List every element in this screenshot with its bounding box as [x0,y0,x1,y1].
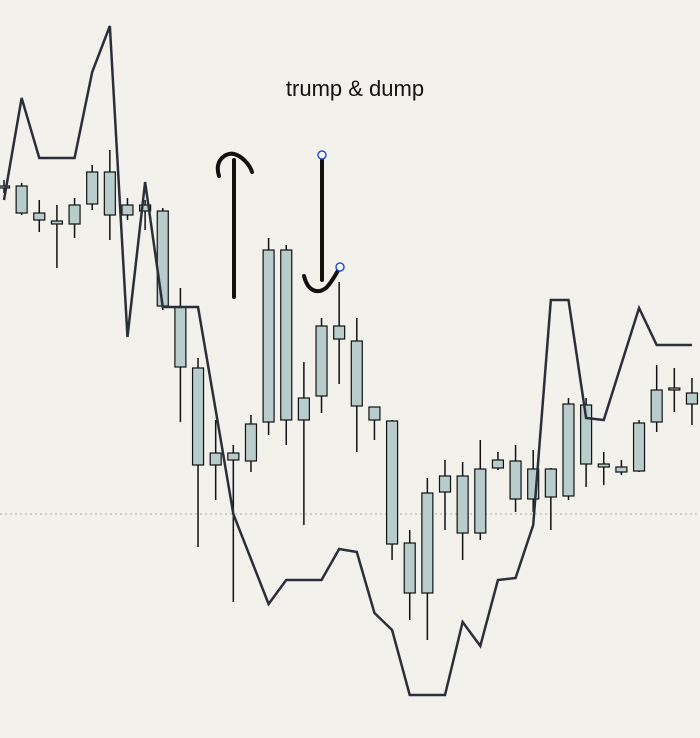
candle-body [244,423,258,462]
handle[interactable] [335,262,345,272]
candle-body [227,452,240,461]
candle-body [685,392,699,405]
candle-body [438,475,452,493]
candle-body [385,420,399,545]
candle-body [562,403,575,497]
candle-body [121,204,134,216]
candle-body [209,452,222,466]
candle-body [333,325,346,340]
candle-body [615,466,628,473]
candle-body [474,468,487,534]
candle-body [15,185,28,214]
candle-body [297,397,310,421]
candle-body [650,389,663,423]
candle-body [156,210,169,307]
candle-body [368,406,381,421]
candle-body [456,475,469,534]
handle[interactable] [317,150,327,160]
up-arrow [215,151,254,299]
plot [0,25,700,697]
candle-body [191,367,205,466]
candle-body [86,171,99,205]
candle-body [509,460,522,500]
candle-body [139,204,152,212]
candle-body [403,542,416,594]
overlay-line [2,25,692,697]
candle-body [50,220,64,225]
candle-body [103,171,116,216]
candle-body [33,212,46,221]
chart-title: trump & dump [286,76,424,101]
candle-body [68,204,81,225]
candle-body [315,325,328,397]
candle-body [632,422,646,472]
candle-body [350,340,363,407]
candle-body [174,306,187,368]
candle-body [544,468,557,498]
candle-body [421,492,434,594]
candle-body [668,387,681,391]
candle-body [491,459,505,469]
candle-body [527,468,540,500]
candle-body [280,249,293,421]
down-arrow [302,156,342,294]
candle-body [0,185,11,189]
candle-body [580,404,593,465]
candle-body [597,463,610,468]
candle-body [262,249,275,423]
